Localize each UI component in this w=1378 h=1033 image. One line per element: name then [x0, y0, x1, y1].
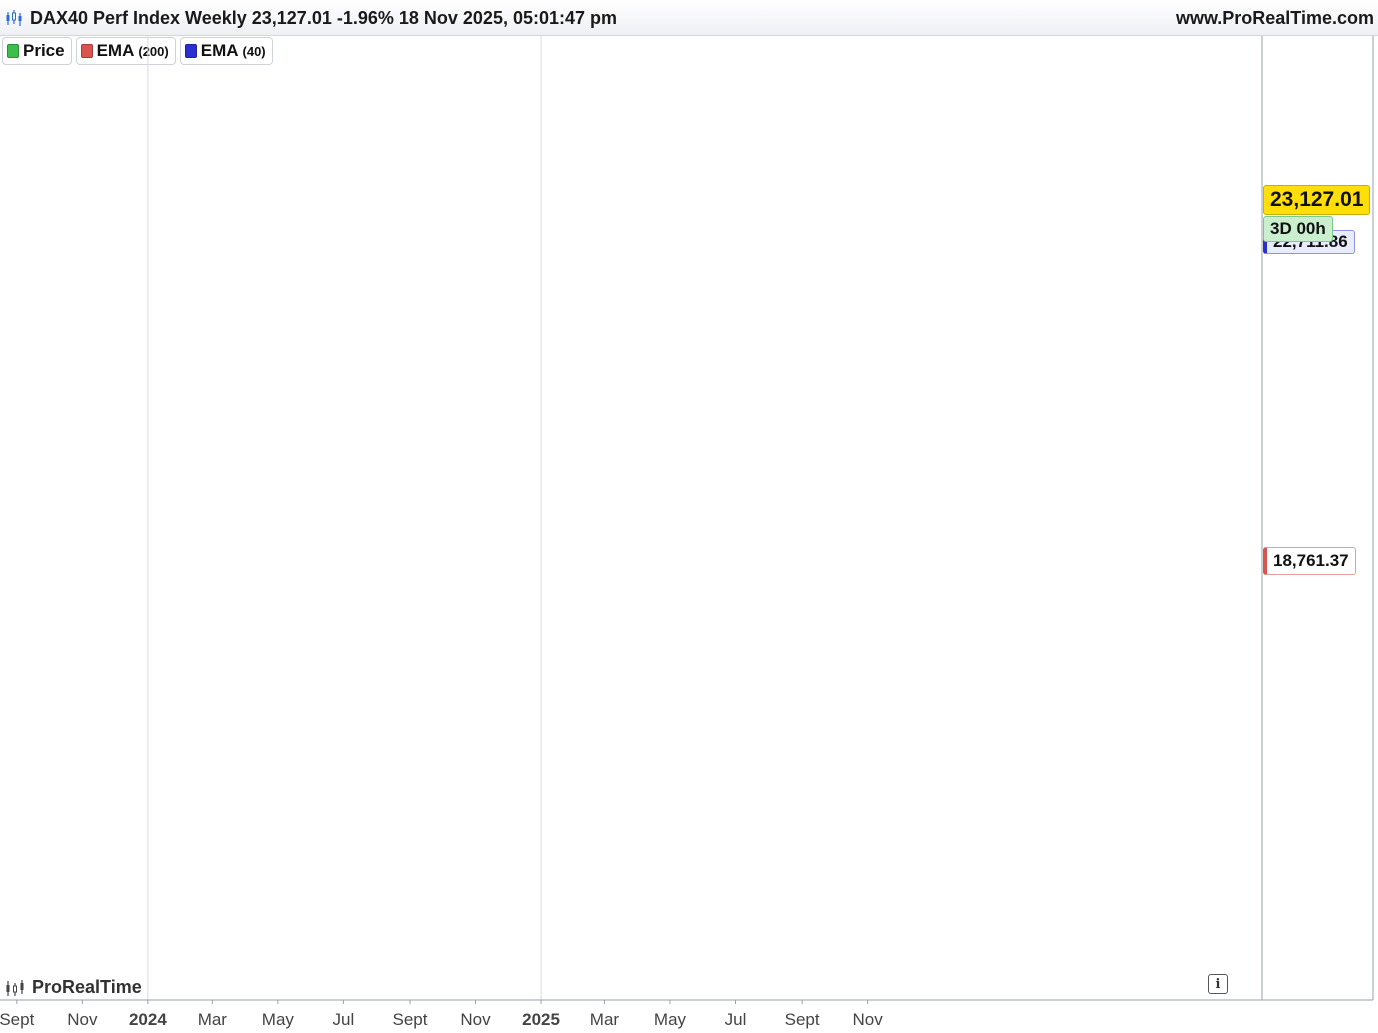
chart-title: DAX40 Perf Index Weekly 23,127.01 -1.96%… [30, 8, 618, 28]
candle-countdown-tag: 3D 00h [1263, 216, 1333, 242]
watermark-text: ProRealTime [32, 977, 142, 997]
x-tick-label: 2024 [129, 1010, 167, 1029]
prorealtime-watermark: ProRealTime [4, 977, 142, 998]
ema200-color-swatch [80, 44, 93, 58]
x-tick-label: Nov [67, 1010, 98, 1029]
price-color-swatch [7, 44, 19, 58]
x-tick-label: Sept [785, 1010, 820, 1029]
candlestick-icon [6, 10, 22, 26]
x-tick-label: Nov [853, 1010, 884, 1029]
candlestick-icon [6, 979, 24, 996]
legend-label: Price [23, 41, 65, 60]
info-icon[interactable]: i [1208, 974, 1228, 994]
x-tick-label: Jul [725, 1010, 747, 1029]
indicator-legend: Price EMA (200) EMA (40) [2, 37, 273, 65]
last-price-tag: 23,127.01 [1263, 185, 1371, 215]
legend-param: (40) [242, 43, 266, 59]
chart-header: DAX40 Perf Index Weekly 23,127.01 -1.96%… [0, 0, 1378, 36]
ema40-color-swatch [184, 44, 197, 58]
legend-item-ema200[interactable]: EMA (200) [75, 37, 176, 65]
x-tick-label: Sept [0, 1010, 35, 1029]
x-tick-label: Nov [460, 1010, 491, 1029]
legend-item-price[interactable]: Price [2, 37, 72, 65]
legend-param: (200) [138, 43, 169, 59]
x-tick-label: May [262, 1010, 295, 1029]
legend-label: EMA [96, 41, 135, 60]
price-chart[interactable]: 24,530.0023,052.0018,490.0016,270.0026,0… [0, 36, 1378, 1033]
x-tick-label: May [654, 1010, 687, 1029]
ema200-price-tag: 18,761.37 [1263, 547, 1356, 575]
legend-item-ema40[interactable]: EMA (40) [179, 37, 273, 65]
x-tick-label: Jul [333, 1010, 355, 1029]
x-tick-label: Sept [393, 1010, 428, 1029]
brand-url[interactable]: www.ProRealTime.com [1175, 8, 1374, 28]
x-tick-label: Mar [590, 1010, 620, 1029]
x-tick-label: 2025 [522, 1010, 560, 1029]
x-tick-label: Mar [198, 1010, 228, 1029]
legend-label: EMA [200, 41, 239, 60]
